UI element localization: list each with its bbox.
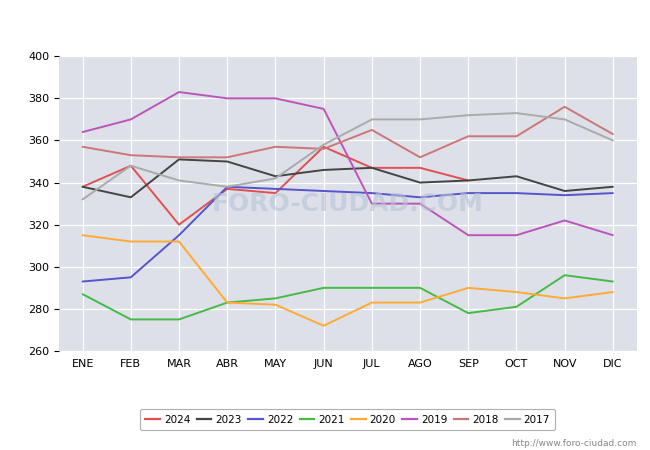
Legend: 2024, 2023, 2022, 2021, 2020, 2019, 2018, 2017: 2024, 2023, 2022, 2021, 2020, 2019, 2018… xyxy=(140,410,555,430)
Text: FORO-CIUDAD.COM: FORO-CIUDAD.COM xyxy=(212,192,484,216)
Text: Afiliados en Cobeja a 30/9/2024: Afiliados en Cobeja a 30/9/2024 xyxy=(187,14,463,33)
Text: http://www.foro-ciudad.com: http://www.foro-ciudad.com xyxy=(512,439,637,448)
